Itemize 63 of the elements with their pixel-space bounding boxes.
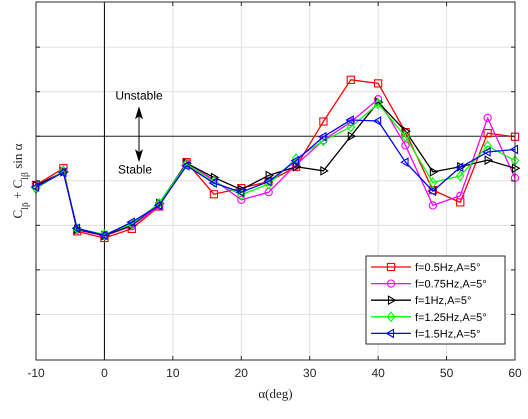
point xyxy=(210,190,218,198)
point xyxy=(482,148,491,157)
point xyxy=(510,155,520,166)
x-axis-title: α(deg) xyxy=(258,386,293,401)
point xyxy=(401,132,410,142)
point xyxy=(483,114,492,122)
point xyxy=(456,198,464,207)
point xyxy=(320,166,328,176)
point xyxy=(126,218,135,227)
x-tick-label: -10 xyxy=(27,366,45,380)
legend-label: f=0.5Hz,A=5° xyxy=(415,262,481,274)
legend-label: f=1Hz,A=5° xyxy=(415,295,472,308)
x-tick-label: 40 xyxy=(371,366,386,380)
x-tick-label: 50 xyxy=(440,366,454,380)
point xyxy=(236,188,244,197)
x-tick-label: 10 xyxy=(166,366,180,380)
x-tick-label: 30 xyxy=(303,366,317,380)
point xyxy=(400,158,409,167)
point xyxy=(209,178,217,188)
point xyxy=(428,177,438,188)
point xyxy=(457,162,466,172)
point xyxy=(266,170,274,180)
x-tick-label: 60 xyxy=(508,366,522,380)
point xyxy=(510,174,520,182)
x-tick-label: 20 xyxy=(234,366,248,380)
annotation: Unstable xyxy=(115,88,163,102)
point xyxy=(182,161,190,170)
point xyxy=(210,172,219,182)
point xyxy=(428,201,438,210)
point xyxy=(374,79,382,88)
annotation: Stable xyxy=(118,162,152,176)
point xyxy=(373,116,382,126)
point xyxy=(264,178,273,190)
point xyxy=(455,162,464,172)
point xyxy=(483,140,492,152)
point xyxy=(484,156,492,165)
point xyxy=(318,132,326,142)
legend-label: f=1.25Hz,A=5° xyxy=(415,312,487,324)
point xyxy=(512,164,520,173)
point xyxy=(264,188,273,196)
point xyxy=(348,132,356,141)
point xyxy=(346,76,355,84)
x-tick-label: 0 xyxy=(101,366,108,380)
point xyxy=(291,156,300,166)
point xyxy=(510,144,518,154)
point xyxy=(346,118,355,126)
point xyxy=(510,132,520,141)
point xyxy=(346,115,354,124)
point xyxy=(237,196,246,204)
legend-label: f=0.75Hz,A=5° xyxy=(415,278,487,291)
point xyxy=(456,170,464,182)
point xyxy=(59,164,68,172)
point xyxy=(483,129,492,138)
point xyxy=(401,141,410,150)
point xyxy=(375,98,384,107)
point xyxy=(292,153,300,164)
point xyxy=(319,117,328,126)
point xyxy=(456,192,464,200)
legend-label: f=1.5Hz,A=5° xyxy=(415,328,481,340)
point xyxy=(237,190,246,200)
point xyxy=(374,94,382,104)
point xyxy=(430,167,438,176)
point xyxy=(346,122,355,132)
